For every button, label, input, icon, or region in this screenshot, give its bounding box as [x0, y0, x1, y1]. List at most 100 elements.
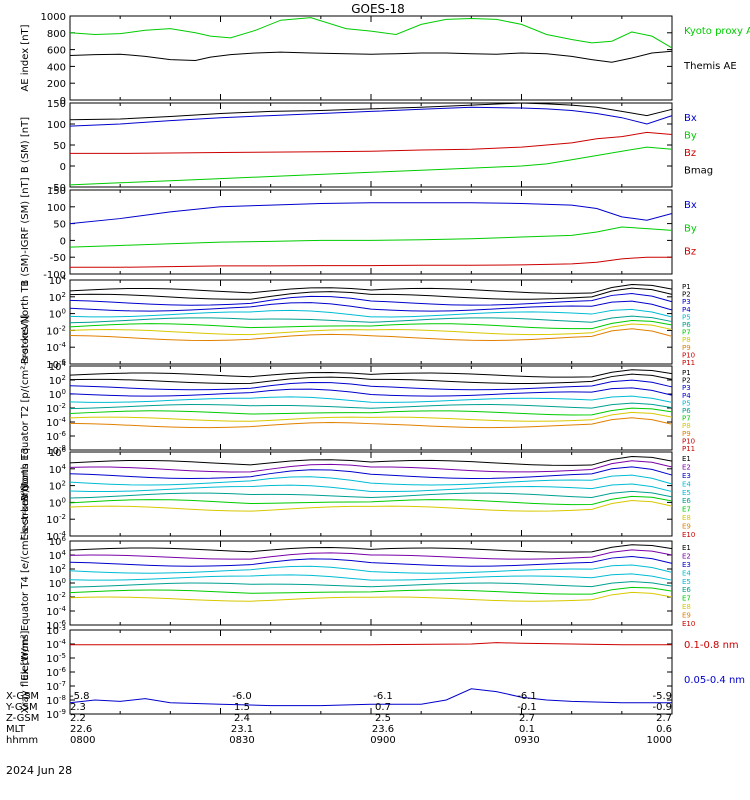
channel-line	[69, 373, 673, 384]
channel-line	[69, 564, 673, 574]
channel-line	[69, 581, 673, 588]
channel-line	[69, 300, 673, 312]
series-line	[69, 146, 673, 186]
channel-line	[69, 586, 673, 595]
legend-entry: P11	[682, 445, 695, 453]
y-axis-label: Protons Equator T2 [p/(cm²-s-sr-keV)]	[20, 315, 31, 502]
channel-line	[69, 555, 673, 567]
footer-value: 2.7	[656, 713, 672, 724]
series-line	[69, 106, 673, 127]
legend-entry: By	[684, 223, 697, 234]
footer-value: -5.9	[652, 691, 672, 702]
y-tick-label: 1000	[41, 12, 66, 23]
y-tick-label: 0	[60, 236, 66, 247]
legend-entry: Bx	[684, 113, 697, 124]
legend-entry: Themis AE	[683, 61, 737, 72]
footer-row-label: X-GSM	[6, 691, 39, 702]
y-tick-label: 50	[53, 141, 66, 152]
legend-entry: P4	[682, 392, 691, 400]
y-tick-label: 800	[47, 29, 66, 40]
series-line	[69, 226, 673, 248]
legend-entry: E10	[682, 620, 695, 628]
channel-line	[69, 591, 673, 602]
legend-entry: P8	[682, 336, 691, 344]
channel-line	[69, 549, 673, 560]
y-tick-label: 200	[47, 79, 66, 90]
y-tick-label: 100	[49, 577, 66, 590]
y-axis-label: Electrons North T3	[20, 447, 31, 540]
legend-entry: E4	[682, 480, 691, 488]
y-tick-label: 104	[49, 274, 67, 287]
y-tick-label: 102	[49, 480, 66, 493]
footer-row-label: Z-GSM	[6, 713, 39, 724]
y-tick-label: 50	[53, 220, 66, 231]
channel-line	[69, 417, 673, 429]
channel-line	[69, 483, 673, 493]
footer-value: 1.5	[234, 702, 250, 713]
y-tick-label: -100	[43, 270, 66, 281]
y-tick-label: 10-2	[46, 591, 66, 604]
y-tick-label: -50	[50, 183, 66, 194]
y-tick-label: 10-8	[46, 694, 66, 707]
footer-date: 2024 Jun 28	[6, 764, 72, 777]
legend-entry: P10	[682, 351, 695, 359]
legend-entry: E4	[682, 569, 691, 577]
footer-value: 23.1	[231, 724, 253, 735]
channel-line	[69, 387, 673, 397]
footer-value: -6.0	[232, 691, 252, 702]
legend-entry: 0.05-0.4 nm	[684, 675, 745, 686]
legend-entry: P3	[682, 298, 691, 306]
channel-line	[69, 411, 673, 422]
legend-entry: E2	[682, 463, 691, 471]
footer-ephemeris: X-GSM -5.8 -6.0 -6.1 -6.1 -5.9 Y-GSM 2.3 1.5 0.7 -…	[5, 691, 672, 746]
legend-entry: P5	[682, 313, 691, 321]
footer-row-label: MLT	[6, 724, 26, 735]
channel-line	[69, 369, 673, 378]
y-tick-label: 10-3	[46, 624, 66, 637]
legend-entry: E6	[682, 497, 691, 505]
y-tick-label: 106	[49, 446, 67, 459]
channel-line	[69, 407, 673, 416]
y-tick-label: 10-4	[46, 605, 66, 618]
channel-line	[69, 490, 673, 499]
y-tick-label: 104	[49, 549, 67, 562]
legend-entry: P3	[682, 384, 691, 392]
y-tick-label: 0	[60, 162, 66, 173]
channel-line	[69, 544, 673, 553]
footer-value: -0.9	[652, 702, 672, 713]
panel-frame	[69, 102, 673, 188]
series-line	[70, 131, 673, 154]
y-axis-label: Electrons Equator T4 [e/(cm²-s-sr-keV)]	[20, 485, 31, 680]
series-line	[69, 102, 673, 121]
legend-entry: Bmag	[684, 166, 713, 177]
legend-entry: P6	[682, 407, 691, 415]
footer-value: 2.7	[519, 713, 535, 724]
y-axis-label: B (SM)-IGRF (SM) [nT]	[20, 177, 31, 286]
y-tick-label: 10-4	[46, 416, 66, 429]
legend-entry: P1	[682, 369, 691, 377]
series-line	[69, 17, 673, 49]
legend-entry: E1	[682, 455, 691, 463]
y-axis-label: Protons North T1	[20, 280, 31, 364]
y-tick-label: 100	[47, 120, 66, 131]
channel-line	[69, 293, 673, 306]
series-line	[69, 50, 673, 63]
y-tick-label: 150	[47, 99, 66, 110]
y-tick-label: 10-2	[46, 402, 66, 415]
channel-line	[69, 315, 673, 324]
legend-entry: E5	[682, 578, 691, 586]
legend-entry: E5	[682, 489, 691, 497]
y-tick-label: 100	[49, 496, 66, 509]
channel-line	[69, 287, 673, 300]
series-line	[70, 642, 672, 646]
y-tick-label: 10-2	[46, 513, 66, 526]
footer-value: 0.7	[375, 702, 391, 713]
legend-entry: E9	[682, 523, 691, 531]
legend-entry: P7	[682, 329, 691, 337]
legend-entry: 0.1-0.8 nm	[684, 640, 739, 651]
y-tick-label: -50	[50, 253, 66, 264]
